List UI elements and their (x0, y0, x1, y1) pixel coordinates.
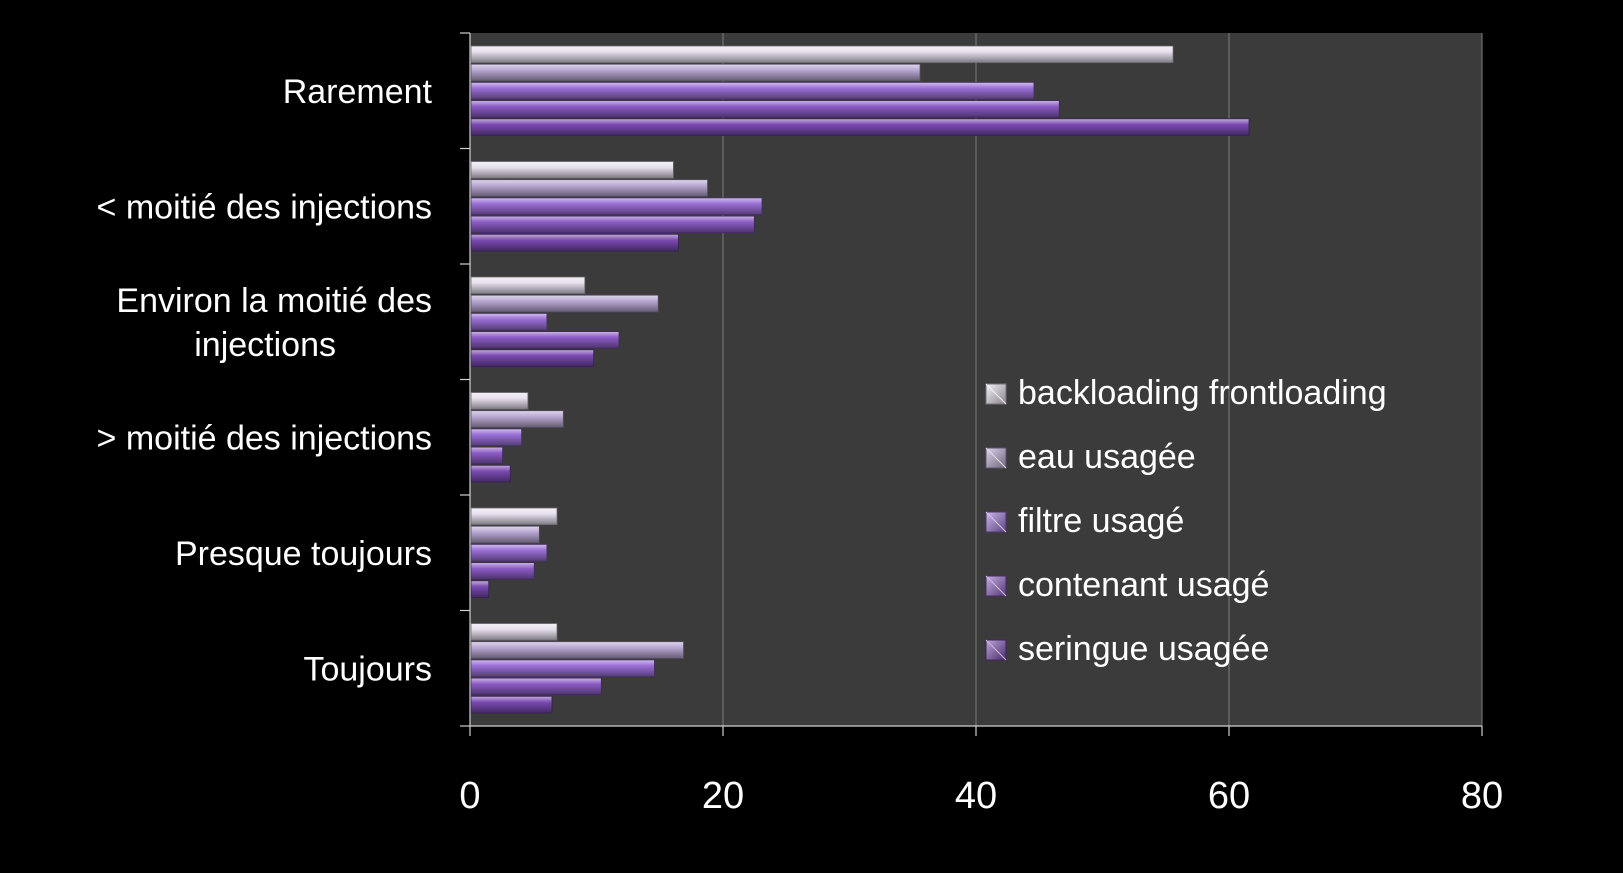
bar-4-1 (470, 525, 540, 544)
bar-0-1 (470, 63, 921, 82)
bar-4-0 (470, 507, 558, 526)
x-tick-label: 40 (955, 775, 997, 817)
bar-1-0 (470, 161, 674, 179)
bar-3-3 (470, 446, 504, 465)
bar-0-0 (470, 45, 1174, 64)
bar-4-3 (470, 562, 535, 580)
category-label: Environ la moitié des injections (116, 282, 432, 364)
bar-4-2 (470, 544, 548, 562)
bar-5-0 (470, 623, 558, 641)
x-tick-label: 80 (1461, 775, 1503, 817)
bar-0-4 (470, 118, 1250, 136)
bar-3-1 (470, 410, 564, 428)
bar-5-2 (470, 659, 655, 678)
bar-5-3 (470, 677, 602, 696)
legend-swatch-bevel (985, 447, 1007, 469)
legend-swatch-bevel (985, 511, 1007, 533)
category-label: > moitié des injections (97, 419, 432, 457)
legend-swatch-bevel (985, 575, 1007, 597)
bar-1-4 (470, 233, 679, 252)
category-label: < moitié des injections (97, 188, 432, 226)
legend-label: filtre usagé (1018, 502, 1184, 540)
bar-2-1 (470, 294, 659, 313)
legend: backloading frontloading eau usagée filtre… (985, 374, 1387, 668)
legend-swatch-bevel (985, 639, 1007, 661)
bar-4-4 (470, 580, 490, 598)
bar-1-1 (470, 179, 708, 197)
bar-3-2 (470, 428, 522, 446)
category-label: Toujours (303, 650, 432, 688)
bar-1-3 (470, 215, 755, 234)
legend-label: eau usagée (1018, 438, 1196, 476)
x-tick-label: 0 (459, 775, 480, 817)
x-tick-label: 60 (1208, 775, 1250, 817)
grid-lines (722, 33, 1483, 726)
axes: 0 20 40 60 80 Rarement < moitié des injections… (97, 32, 1503, 817)
category-label: Rarement (283, 73, 433, 111)
bar-5-4 (470, 695, 553, 714)
bar-0-2 (470, 82, 1035, 100)
legend-label: seringue usagée (1018, 630, 1269, 668)
bar-2-0 (470, 276, 586, 295)
bars (470, 45, 1250, 714)
category-label: Presque toujours (175, 535, 432, 573)
bar-2-3 (470, 331, 620, 349)
legend-label: backloading frontloading (1018, 374, 1387, 412)
x-tick-label: 20 (702, 775, 744, 817)
bar-5-1 (470, 641, 684, 659)
bar-3-0 (470, 392, 529, 410)
bar-2-2 (470, 312, 548, 331)
bar-0-3 (470, 100, 1060, 118)
bar-3-4 (470, 464, 511, 483)
legend-swatch-bevel (985, 383, 1007, 405)
bar-1-2 (470, 197, 763, 215)
bar-2-4 (470, 349, 595, 367)
legend-label: contenant usagé (1018, 566, 1269, 604)
